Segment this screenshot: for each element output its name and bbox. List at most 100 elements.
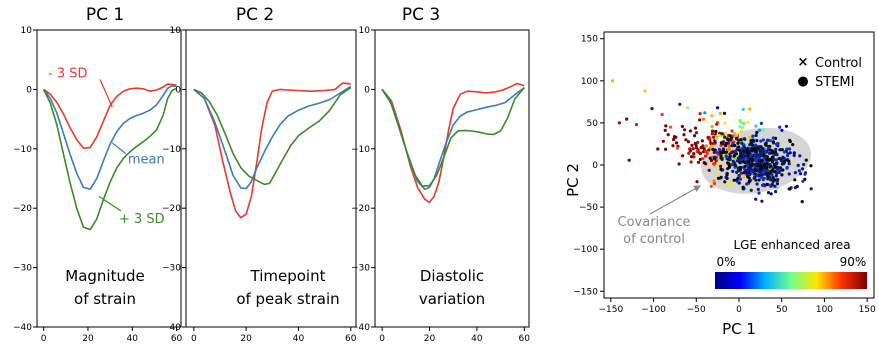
colorbar-min-label: 0%	[716, 255, 735, 269]
control-point	[755, 139, 759, 143]
stemi-point	[689, 155, 694, 159]
control-point	[774, 162, 779, 166]
y-tick-label: 0	[175, 85, 181, 95]
control-point	[777, 156, 781, 161]
covariance-label-line1: Covariance	[618, 215, 691, 230]
control-point	[740, 147, 744, 151]
x-tick-label: 60	[171, 334, 183, 344]
stemi-point	[714, 136, 719, 141]
control-point	[733, 163, 737, 167]
series-annotations-pc1: - 3 SD mean + 3 SD	[48, 67, 165, 228]
control-point	[732, 178, 736, 182]
control-point	[693, 134, 697, 138]
control-point	[803, 177, 807, 181]
control-point	[734, 136, 739, 141]
control-point	[757, 156, 761, 160]
control-point	[742, 137, 747, 141]
stemi-point	[706, 135, 710, 140]
control-point	[756, 169, 760, 173]
legend-marker-control: ×	[798, 55, 809, 70]
stemi-point	[784, 124, 789, 128]
control-point	[734, 149, 738, 153]
control-point	[759, 121, 764, 125]
series-line-plus-sd	[381, 87, 525, 187]
stemi-point	[684, 138, 688, 142]
stemi-point	[792, 151, 796, 155]
control-point	[737, 156, 741, 160]
stemi-point	[656, 147, 660, 151]
stemi-point	[715, 122, 719, 126]
control-point	[750, 162, 754, 166]
control-point	[781, 155, 785, 159]
control-point	[746, 163, 750, 168]
control-point	[766, 191, 771, 195]
control-point	[749, 153, 754, 157]
control-point	[759, 164, 763, 168]
control-point	[713, 140, 717, 144]
stemi-point	[680, 124, 685, 129]
stemi-point	[664, 124, 668, 128]
control-point	[723, 180, 727, 184]
stemi-point	[643, 89, 647, 93]
stemi-point	[710, 132, 714, 136]
control-point	[732, 154, 737, 158]
x-tick-label: 20	[82, 334, 94, 344]
control-point	[785, 154, 790, 158]
stemi-point	[738, 125, 742, 129]
axis-ticks-pc2: 0 20 40 60 10 0 −10 −20 −30 −40	[162, 26, 357, 344]
annotation-plus-sd: + 3 SD	[119, 212, 165, 227]
plot-frame-pc2	[185, 29, 357, 328]
y-tick-label: 10	[21, 26, 33, 36]
control-point	[761, 178, 765, 182]
stemi-point	[692, 155, 696, 159]
x-tick-label: 20	[240, 334, 252, 344]
stemi-point	[712, 179, 716, 183]
control-point	[755, 174, 759, 178]
control-point	[773, 184, 777, 188]
stemi-point	[746, 120, 750, 124]
stemi-point	[663, 128, 667, 132]
control-point	[800, 167, 805, 171]
x-tick-label: 0	[736, 305, 742, 315]
control-point	[728, 134, 732, 138]
control-point	[719, 175, 723, 179]
control-point	[796, 163, 800, 167]
control-point	[725, 141, 729, 145]
control-point	[756, 187, 760, 191]
y-tick-label: −10	[162, 145, 181, 155]
y-tick-label: −30	[13, 264, 32, 274]
series-lines-pc2	[193, 82, 352, 219]
stemi-point	[712, 135, 716, 139]
stemi-point	[694, 146, 699, 150]
stemi-point	[730, 129, 734, 133]
control-point	[742, 157, 746, 161]
control-point	[776, 178, 780, 182]
control-point	[738, 148, 742, 152]
y-tick-label: −50	[579, 203, 598, 213]
annotation-pointer	[111, 142, 127, 155]
stemi-point	[666, 133, 670, 137]
control-point	[787, 147, 792, 151]
control-point	[739, 138, 743, 142]
stemi-point	[740, 126, 745, 130]
stemi-point	[689, 160, 693, 164]
legend: × Control ● STEMI	[797, 55, 862, 90]
stemi-point	[742, 174, 746, 178]
legend-marker-stemi: ●	[797, 74, 808, 89]
stemi-point	[627, 158, 631, 162]
control-point	[750, 147, 754, 152]
stemi-point	[672, 137, 676, 142]
plot-frame-pc3	[374, 29, 530, 328]
control-point	[708, 156, 712, 160]
stemi-point	[739, 120, 743, 124]
control-point	[743, 164, 747, 169]
axis-ticks-scatter: −150 −100 −50 0 50 100 150 150 100 50 0 −50 −100 −150	[573, 35, 876, 315]
panel-scatter: −150 −100 −50 0 50 100 150150100500−50−100−150…	[564, 31, 876, 338]
control-point	[746, 175, 750, 179]
stemi-point	[696, 160, 701, 164]
colorbar-title: LGE enhanced area	[733, 238, 850, 252]
stemi-point	[671, 144, 675, 148]
control-point	[721, 148, 725, 152]
stemi-point	[698, 118, 702, 122]
y-tick-label: −40	[13, 323, 32, 333]
